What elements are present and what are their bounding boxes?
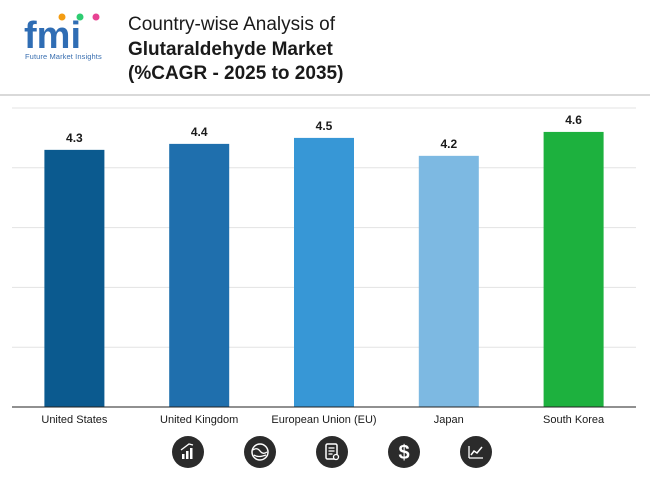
logo-dot-pink: [92, 13, 100, 21]
bar-value-label: 4.2: [440, 137, 457, 151]
x-tick-label: South Korea: [543, 414, 605, 426]
chart-title-line-1: Country-wise Analysis of: [128, 14, 335, 35]
bar-value-label: 4.3: [66, 131, 83, 145]
document-icon[interactable]: [316, 436, 348, 468]
brand-name: fmi: [24, 15, 81, 57]
bar-united-kingdom: [169, 143, 230, 407]
bar-value-label: 4.4: [191, 125, 208, 139]
chart-title-line-3: (%CAGR - 2025 to 2035): [128, 63, 344, 84]
bar-united-states: [44, 149, 105, 408]
x-tick-label: United Kingdom: [160, 414, 238, 426]
x-tick-label: European Union (EU): [271, 414, 376, 426]
bar-value-label: 4.5: [316, 119, 333, 133]
bar-south-korea: [543, 131, 604, 408]
chart-title-line-2: Glutaraldehyde Market: [128, 39, 333, 60]
x-tick-label: United States: [41, 414, 108, 426]
logo-dot-orange: [58, 13, 66, 21]
header-divider: [0, 94, 650, 96]
x-axis-labels: United States United Kingdom European Unio…: [41, 414, 605, 426]
trend-chart-icon[interactable]: [460, 436, 492, 468]
fmi-logo: fmi: [24, 13, 100, 57]
globe-icon[interactable]: [244, 436, 276, 468]
svg-text:$: $: [398, 442, 409, 464]
bar-chart: 4.3 4.4 4.5 4.2 4.6 United States United King…: [12, 107, 636, 426]
header: fmi Future Market Insights Country-wise …: [0, 0, 650, 94]
bars: [44, 131, 604, 408]
x-tick-label: Japan: [434, 414, 464, 426]
bar-european-union-eu: [294, 137, 354, 407]
bar-chart-icon[interactable]: [172, 436, 204, 468]
bar-value-label: 4.6: [565, 113, 582, 127]
brand-tagline: Future Market Insights: [25, 52, 102, 61]
dollar-icon[interactable]: $: [388, 436, 420, 468]
bar-japan: [418, 155, 479, 407]
value-labels: 4.3 4.4 4.5 4.2 4.6: [66, 113, 582, 151]
logo-dot-green: [76, 13, 84, 21]
